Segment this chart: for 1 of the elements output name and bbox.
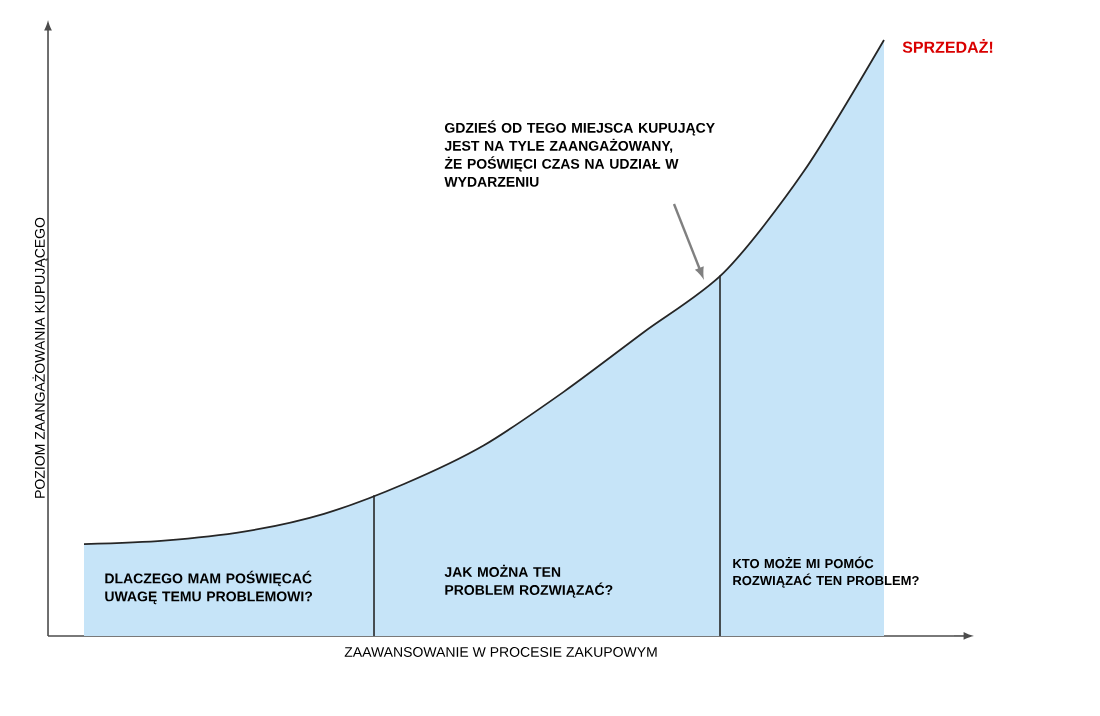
annotation: SPRZEDAŻ! <box>902 39 993 53</box>
